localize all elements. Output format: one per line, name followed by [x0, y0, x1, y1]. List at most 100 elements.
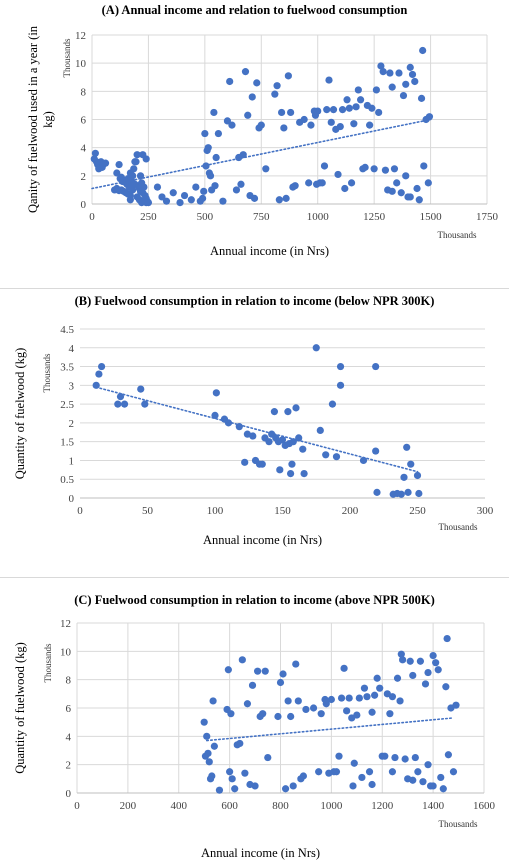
data-point: [421, 680, 430, 688]
y-tick-label: 0: [69, 493, 75, 505]
data-point: [248, 681, 257, 689]
data-point: [280, 124, 288, 132]
data-point: [376, 684, 384, 692]
data-point: [417, 94, 426, 102]
data-point: [322, 700, 330, 708]
x-tick-label: 1750: [476, 211, 499, 223]
data-point: [397, 650, 405, 658]
scatter-points: [92, 344, 423, 498]
data-point: [375, 108, 383, 117]
data-point: [425, 113, 434, 121]
data-point: [264, 753, 272, 762]
data-point: [129, 186, 137, 194]
data-point: [368, 104, 376, 112]
data-point: [287, 712, 295, 721]
data-point: [158, 193, 166, 201]
y-tick-label: 4.5: [60, 324, 74, 336]
data-point: [289, 782, 297, 790]
y-axis-title: Quantity of fuelwood (kg): [13, 642, 27, 774]
data-point: [336, 362, 345, 371]
data-point: [366, 121, 374, 129]
data-point: [397, 189, 405, 197]
data-point: [116, 393, 125, 401]
data-point: [212, 389, 220, 397]
data-point: [354, 86, 362, 94]
data-point: [335, 752, 343, 760]
data-point: [253, 79, 261, 87]
x-tick-label: 250: [409, 505, 426, 517]
data-point: [411, 753, 419, 762]
data-point: [360, 684, 369, 692]
data-point: [284, 408, 292, 416]
data-point: [429, 782, 437, 790]
data-point: [129, 172, 137, 180]
data-point: [262, 165, 270, 173]
data-point: [345, 104, 353, 112]
data-point: [201, 129, 209, 138]
data-point: [396, 697, 404, 705]
data-point: [299, 772, 307, 780]
trendline: [91, 118, 432, 190]
data-point: [208, 772, 216, 780]
data-point: [315, 768, 323, 776]
data-point: [419, 778, 427, 786]
data-point: [205, 758, 213, 766]
data-point: [270, 408, 278, 416]
data-point: [407, 460, 415, 468]
data-point: [397, 490, 405, 498]
data-point: [204, 144, 212, 152]
x-tick-label: 200: [120, 800, 137, 812]
data-point: [141, 400, 149, 408]
data-point: [302, 705, 310, 714]
data-point: [210, 742, 218, 750]
data-point: [209, 697, 217, 705]
x-unit-label: Thousands: [438, 230, 477, 240]
data-point: [413, 471, 422, 480]
trendline: [205, 717, 455, 742]
data-point: [336, 381, 345, 389]
data-point: [259, 710, 267, 718]
data-point: [287, 108, 295, 117]
data-point: [413, 184, 421, 193]
y-unit-label: Thousands: [43, 643, 53, 682]
data-point: [278, 108, 286, 117]
trendline: [95, 386, 419, 473]
data-point: [210, 108, 218, 117]
data-point: [288, 460, 296, 468]
data-point: [227, 710, 235, 718]
y-tick-label: 12: [75, 30, 86, 42]
data-point: [337, 694, 346, 702]
x-tick-label: 0: [77, 505, 83, 517]
x-tick-label: 1000: [320, 800, 343, 812]
x-tick-label: 1500: [420, 211, 443, 223]
data-point: [243, 700, 252, 708]
data-point: [224, 666, 232, 674]
data-point: [350, 120, 358, 128]
x-tick-label: 750: [253, 211, 270, 223]
chart-panel-c: (C) Fuelwood consumption in relation to …: [0, 578, 509, 865]
data-point: [372, 362, 380, 371]
data-point: [443, 634, 451, 643]
data-point: [137, 385, 145, 393]
chart-title: (C) Fuelwood consumption in relation to …: [74, 593, 435, 607]
data-point: [409, 671, 417, 680]
data-point: [352, 103, 360, 111]
data-point: [214, 129, 222, 138]
data-point: [300, 115, 308, 124]
data-point: [224, 419, 233, 427]
data-point: [309, 704, 318, 712]
data-point: [274, 712, 282, 721]
data-point: [206, 172, 215, 180]
data-point: [442, 683, 450, 691]
y-tick-label: 8: [66, 675, 72, 687]
data-point: [409, 776, 417, 784]
data-point: [449, 768, 458, 776]
data-point: [257, 121, 265, 129]
data-point: [452, 701, 460, 709]
data-point: [294, 697, 302, 705]
data-point: [162, 197, 171, 205]
data-point: [318, 179, 326, 187]
data-point: [406, 63, 414, 71]
data-point: [133, 151, 141, 159]
data-point: [307, 121, 315, 129]
